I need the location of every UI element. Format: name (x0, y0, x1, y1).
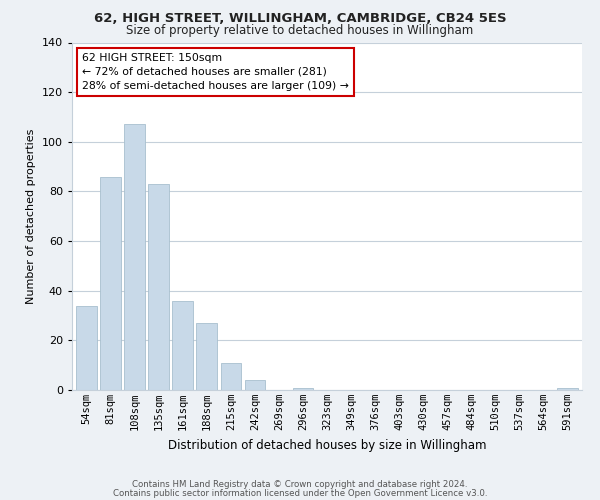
Bar (76, 306, 97, 390)
Bar (293, 388, 313, 390)
Text: Contains public sector information licensed under the Open Government Licence v3: Contains public sector information licen… (113, 488, 487, 498)
Bar (245, 380, 265, 390)
Text: Size of property relative to detached houses in Willingham: Size of property relative to detached ho… (127, 24, 473, 37)
Bar (172, 300, 193, 390)
Bar (148, 184, 169, 390)
Text: 62, HIGH STREET, WILLINGHAM, CAMBRIDGE, CB24 5ES: 62, HIGH STREET, WILLINGHAM, CAMBRIDGE, … (94, 12, 506, 26)
Bar (557, 388, 578, 390)
Bar (100, 176, 121, 390)
Bar (221, 362, 241, 390)
Bar (124, 124, 145, 390)
Text: 62 HIGH STREET: 150sqm
← 72% of detached houses are smaller (281)
28% of semi-de: 62 HIGH STREET: 150sqm ← 72% of detached… (82, 53, 349, 91)
X-axis label: Distribution of detached houses by size in Willingham: Distribution of detached houses by size … (168, 438, 486, 452)
Y-axis label: Number of detached properties: Number of detached properties (26, 128, 36, 304)
Text: Contains HM Land Registry data © Crown copyright and database right 2024.: Contains HM Land Registry data © Crown c… (132, 480, 468, 489)
Bar (196, 323, 217, 390)
